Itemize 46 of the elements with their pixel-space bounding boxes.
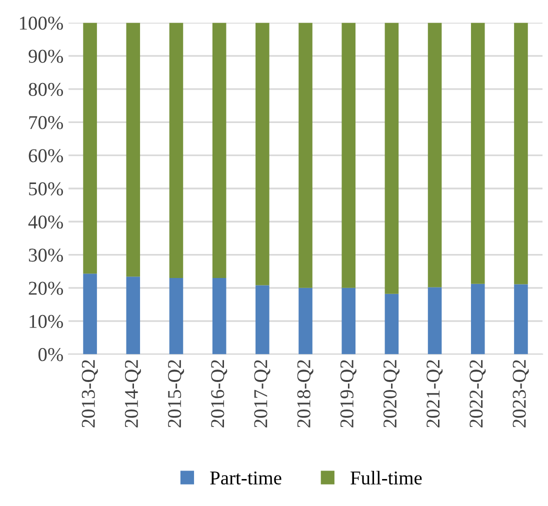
bar [212,278,226,354]
x-tick-label: 2020-Q2 [383,360,400,428]
x-tick-label: 2023-Q2 [512,360,529,428]
y-tick-label: 10% [30,314,63,328]
y-tick-label: 40% [28,215,63,229]
bar [470,22,485,284]
bar [169,278,184,354]
y-tick-label: 80% [28,82,63,96]
bar [428,287,442,354]
bar [256,22,270,286]
bar [169,22,184,278]
x-tick-label: 2013-Q2 [82,360,98,428]
bar [470,284,485,354]
y-tick-label: 100% [20,16,63,30]
bar [342,288,356,354]
x-tick-label: 2019-Q2 [340,360,356,428]
bar [428,22,442,288]
bar [298,288,312,354]
y-tick-label: 0% [38,348,63,362]
legend-label: Full-time [350,470,422,485]
bar [256,285,270,354]
y-tick-label: 50% [29,182,63,196]
x-tick-label: 2017-Q2 [254,360,270,428]
bar [83,22,97,274]
bar [126,276,140,354]
legend-label: Part-time [210,471,282,485]
x-tick-label: 2016-Q2 [211,360,228,428]
y-tick-label: 60% [28,149,63,162]
x-tick-label: 2014-Q2 [124,360,141,428]
bar [298,22,312,288]
y-tick-label: 90% [28,50,63,63]
y-tick-label: 20% [28,282,63,295]
bar [384,22,399,294]
bar [384,294,399,354]
bar [514,284,528,354]
y-tick-label: 30% [28,248,63,262]
bar [126,22,140,277]
bar [514,22,528,284]
x-tick-label: 2022-Q2 [470,360,486,428]
x-tick-label: 2015-Q2 [168,360,184,428]
x-tick-label: 2018-Q2 [297,360,314,428]
y-tick-label: 70% [29,116,63,130]
bar [212,22,226,278]
x-tick-label: 2021-Q2 [426,360,443,428]
bar [83,274,97,354]
bar [342,22,356,288]
